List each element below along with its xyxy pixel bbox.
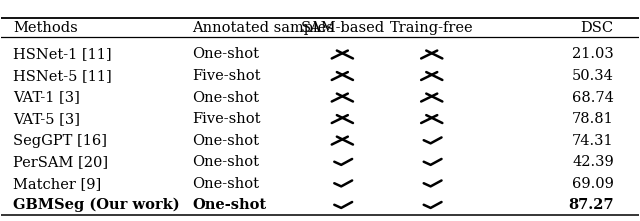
Text: Methods: Methods bbox=[13, 21, 78, 35]
Text: 78.81: 78.81 bbox=[572, 112, 614, 126]
Text: 74.31: 74.31 bbox=[572, 133, 614, 148]
Text: VAT-1 [3]: VAT-1 [3] bbox=[13, 91, 81, 105]
Text: Matcher [9]: Matcher [9] bbox=[13, 177, 102, 191]
Text: 69.09: 69.09 bbox=[572, 177, 614, 191]
Text: One-shot: One-shot bbox=[192, 198, 266, 212]
Text: One-shot: One-shot bbox=[192, 91, 259, 105]
Text: VAT-5 [3]: VAT-5 [3] bbox=[13, 112, 81, 126]
Text: DSC: DSC bbox=[580, 21, 614, 35]
Text: 87.27: 87.27 bbox=[568, 198, 614, 212]
Text: PerSAM [20]: PerSAM [20] bbox=[13, 155, 109, 169]
Text: 68.74: 68.74 bbox=[572, 91, 614, 105]
Text: 21.03: 21.03 bbox=[572, 48, 614, 61]
Text: Traing-free: Traing-free bbox=[390, 21, 474, 35]
Text: One-shot: One-shot bbox=[192, 177, 259, 191]
Text: HSNet-1 [11]: HSNet-1 [11] bbox=[13, 48, 112, 61]
Text: HSNet-5 [11]: HSNet-5 [11] bbox=[13, 69, 112, 83]
Text: One-shot: One-shot bbox=[192, 133, 259, 148]
Text: GBMSeg (Our work): GBMSeg (Our work) bbox=[13, 198, 180, 212]
Text: One-shot: One-shot bbox=[192, 155, 259, 169]
Text: SegGPT [16]: SegGPT [16] bbox=[13, 133, 108, 148]
Text: One-shot: One-shot bbox=[192, 48, 259, 61]
Text: SAM-based: SAM-based bbox=[300, 21, 385, 35]
Text: Annotated samples: Annotated samples bbox=[192, 21, 334, 35]
Text: 50.34: 50.34 bbox=[572, 69, 614, 83]
Text: Five-shot: Five-shot bbox=[192, 69, 260, 83]
Text: Five-shot: Five-shot bbox=[192, 112, 260, 126]
Text: 42.39: 42.39 bbox=[572, 155, 614, 169]
